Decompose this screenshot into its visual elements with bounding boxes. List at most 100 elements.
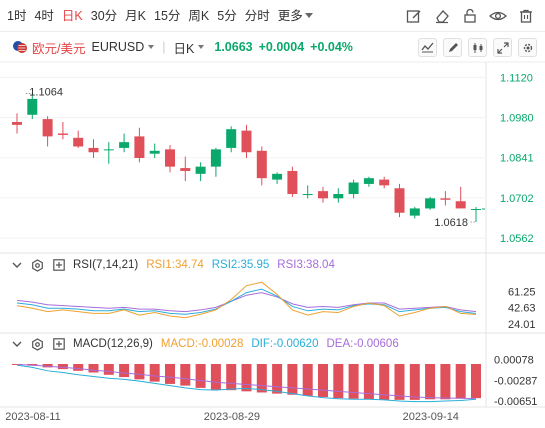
macd-histogram-bar (256, 363, 267, 393)
date-label: 2023-08-29 (204, 411, 260, 423)
fullscreen-icon[interactable] (493, 38, 512, 57)
indicator-icon[interactable] (418, 38, 437, 57)
settings-gear-icon[interactable] (31, 337, 44, 351)
candle-body (318, 191, 328, 199)
candle-body (103, 149, 114, 151)
pencil-icon[interactable] (443, 38, 462, 57)
symbol-code[interactable]: EURUSD (91, 40, 145, 54)
price-change-pct: +0.04% (310, 40, 353, 54)
macd-histogram-bar (287, 363, 298, 395)
timeframe-button[interactable]: 4时 (34, 8, 54, 23)
macd-histogram-bar (226, 363, 237, 391)
timeframe-button[interactable]: 分时 (244, 8, 270, 23)
collapse-icon[interactable] (10, 259, 23, 272)
timeframe-button[interactable]: 日K (61, 8, 83, 23)
macd-tick-label: -0.00651 (494, 396, 537, 408)
macd-histogram-bar (363, 363, 374, 400)
period-dropdown-icon[interactable] (198, 45, 205, 49)
candle-body (379, 179, 390, 186)
timeframe-button[interactable]: 月K (125, 8, 146, 23)
timeframe-button[interactable]: 5分 (217, 8, 237, 23)
candle-body (287, 170, 298, 195)
dif-value: DIF:-0.00620 (251, 338, 319, 350)
candle-body (409, 208, 420, 216)
symbol-dropdown-icon[interactable] (148, 45, 155, 49)
macd-histogram-bar (180, 363, 191, 386)
settings-gear-icon[interactable] (31, 258, 44, 272)
macd-histogram-bar (119, 363, 130, 378)
rsi-tick-label: 42.63 (508, 303, 536, 315)
candle-body (119, 142, 130, 148)
rsi3-value: RSI3:38.04 (277, 259, 335, 271)
candle-body (440, 198, 451, 200)
macd-histogram-bar (149, 363, 160, 382)
draw-icon[interactable] (405, 7, 423, 25)
macd-histogram-bar (302, 363, 313, 396)
lock-icon[interactable] (461, 7, 479, 25)
candle-body (348, 182, 359, 195)
timeframe-button[interactable]: 1时 (7, 8, 27, 23)
rsi-header: RSI(7,14,21) RSI1:34.74 RSI2:35.95 RSI3:… (0, 257, 335, 273)
timeframe-button[interactable]: 周K (188, 8, 210, 23)
candle-body (165, 149, 175, 167)
candle-body (27, 98, 38, 115)
high-label: 1.1064 (29, 86, 63, 98)
timeframe-button[interactable]: 30分 (90, 8, 118, 23)
low-label: 1.0618 (434, 217, 468, 229)
macd-tick-label: 0.00078 (494, 355, 534, 367)
candle-body (425, 198, 436, 209)
timeframe-button[interactable]: 15分 (154, 8, 181, 23)
macd-histogram-bar (27, 363, 38, 366)
candle-type-icon[interactable] (468, 38, 487, 57)
macd-histogram-bar (103, 363, 114, 375)
candle-body (363, 178, 374, 184)
macd-histogram-bar (57, 363, 68, 370)
macd-tick-label: -0.00287 (494, 375, 537, 387)
candle-body (226, 129, 237, 148)
candle-body (394, 188, 405, 213)
rsi-tick-label: 61.25 (508, 287, 536, 299)
rsi3-line (16, 292, 477, 313)
macd-histogram-bar (333, 363, 344, 399)
add-indicator-icon[interactable] (52, 259, 65, 272)
more-label: 更多 (277, 8, 303, 23)
price-tick-label: 1.0562 (500, 233, 534, 245)
chart-tools (418, 38, 537, 57)
trash-icon[interactable] (517, 7, 535, 25)
add-indicator-icon[interactable] (52, 338, 65, 351)
timeframe-toolbar: 1时 4时 日K 30分 月K 15分 周K 5分 分时 更多 (0, 0, 545, 32)
symbol-name[interactable]: 欧元/美元 (32, 41, 86, 56)
price-tick-label: 1.1120 (500, 72, 533, 84)
eraser-icon[interactable] (433, 7, 451, 25)
candle-body (333, 194, 344, 199)
rsi-label: RSI(7,14,21) (73, 259, 139, 271)
macd-histogram-bar (134, 363, 145, 380)
symbol-bar: 欧元/美元 EURUSD | 日K 1.0663 +0.0004 +0.04% (0, 33, 545, 61)
candle-body (12, 121, 22, 125)
separator: | (162, 40, 166, 54)
candle-body (302, 194, 313, 196)
macd-histogram-bar (165, 363, 175, 384)
macd-histogram-bar (348, 363, 359, 399)
candle-body (149, 150, 160, 154)
candle-body (455, 201, 466, 209)
macd-histogram-bar (195, 363, 206, 388)
macd-histogram-bar (73, 363, 84, 371)
collapse-icon[interactable] (10, 338, 23, 351)
macd-histogram-bar (12, 363, 22, 365)
macd-histogram-bar (272, 363, 283, 394)
macd-histogram-bar (210, 363, 221, 390)
settings-icon[interactable] (518, 38, 537, 57)
date-label: 2023-09-14 (403, 411, 459, 423)
rsi-tick-label: 24.01 (508, 319, 536, 331)
more-timeframes-button[interactable]: 更多 (274, 0, 317, 32)
price-change: +0.0004 (258, 40, 305, 54)
candle-body (471, 209, 481, 210)
candle-body (134, 136, 145, 158)
eye-icon[interactable] (489, 7, 507, 25)
dea-value: DEA:-0.00606 (326, 338, 399, 350)
macd-label: MACD(12,26,9) (73, 338, 153, 350)
macd-histogram-bar (318, 363, 328, 398)
period-select[interactable]: 日K (173, 41, 195, 56)
